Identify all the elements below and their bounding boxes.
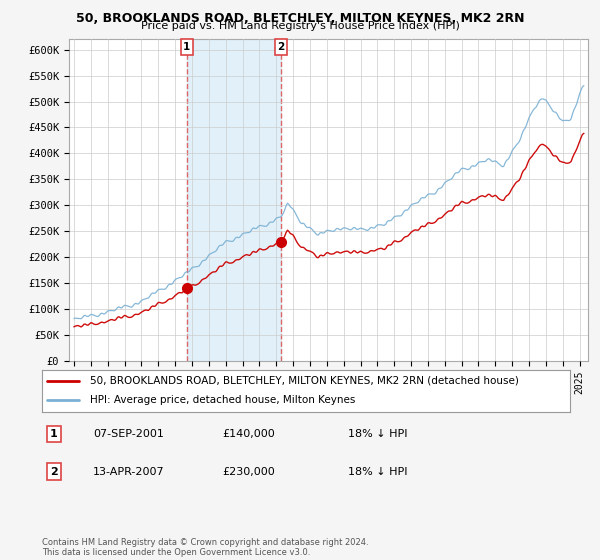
Text: Price paid vs. HM Land Registry's House Price Index (HPI): Price paid vs. HM Land Registry's House … <box>140 21 460 31</box>
Text: 13-APR-2007: 13-APR-2007 <box>93 466 164 477</box>
Text: 50, BROOKLANDS ROAD, BLETCHLEY, MILTON KEYNES, MK2 2RN (detached house): 50, BROOKLANDS ROAD, BLETCHLEY, MILTON K… <box>89 376 518 386</box>
Text: Contains HM Land Registry data © Crown copyright and database right 2024.
This d: Contains HM Land Registry data © Crown c… <box>42 538 368 557</box>
Text: 1: 1 <box>183 42 190 52</box>
Text: 18% ↓ HPI: 18% ↓ HPI <box>348 466 407 477</box>
Text: 2: 2 <box>50 466 58 477</box>
Bar <box>187 39 281 361</box>
Text: 2: 2 <box>277 42 284 52</box>
Text: 18% ↓ HPI: 18% ↓ HPI <box>348 429 407 439</box>
Text: £230,000: £230,000 <box>222 466 275 477</box>
Text: 50, BROOKLANDS ROAD, BLETCHLEY, MILTON KEYNES, MK2 2RN: 50, BROOKLANDS ROAD, BLETCHLEY, MILTON K… <box>76 12 524 25</box>
Text: 1: 1 <box>50 429 58 439</box>
Text: 07-SEP-2001: 07-SEP-2001 <box>93 429 164 439</box>
Text: £140,000: £140,000 <box>222 429 275 439</box>
Text: HPI: Average price, detached house, Milton Keynes: HPI: Average price, detached house, Milt… <box>89 395 355 405</box>
